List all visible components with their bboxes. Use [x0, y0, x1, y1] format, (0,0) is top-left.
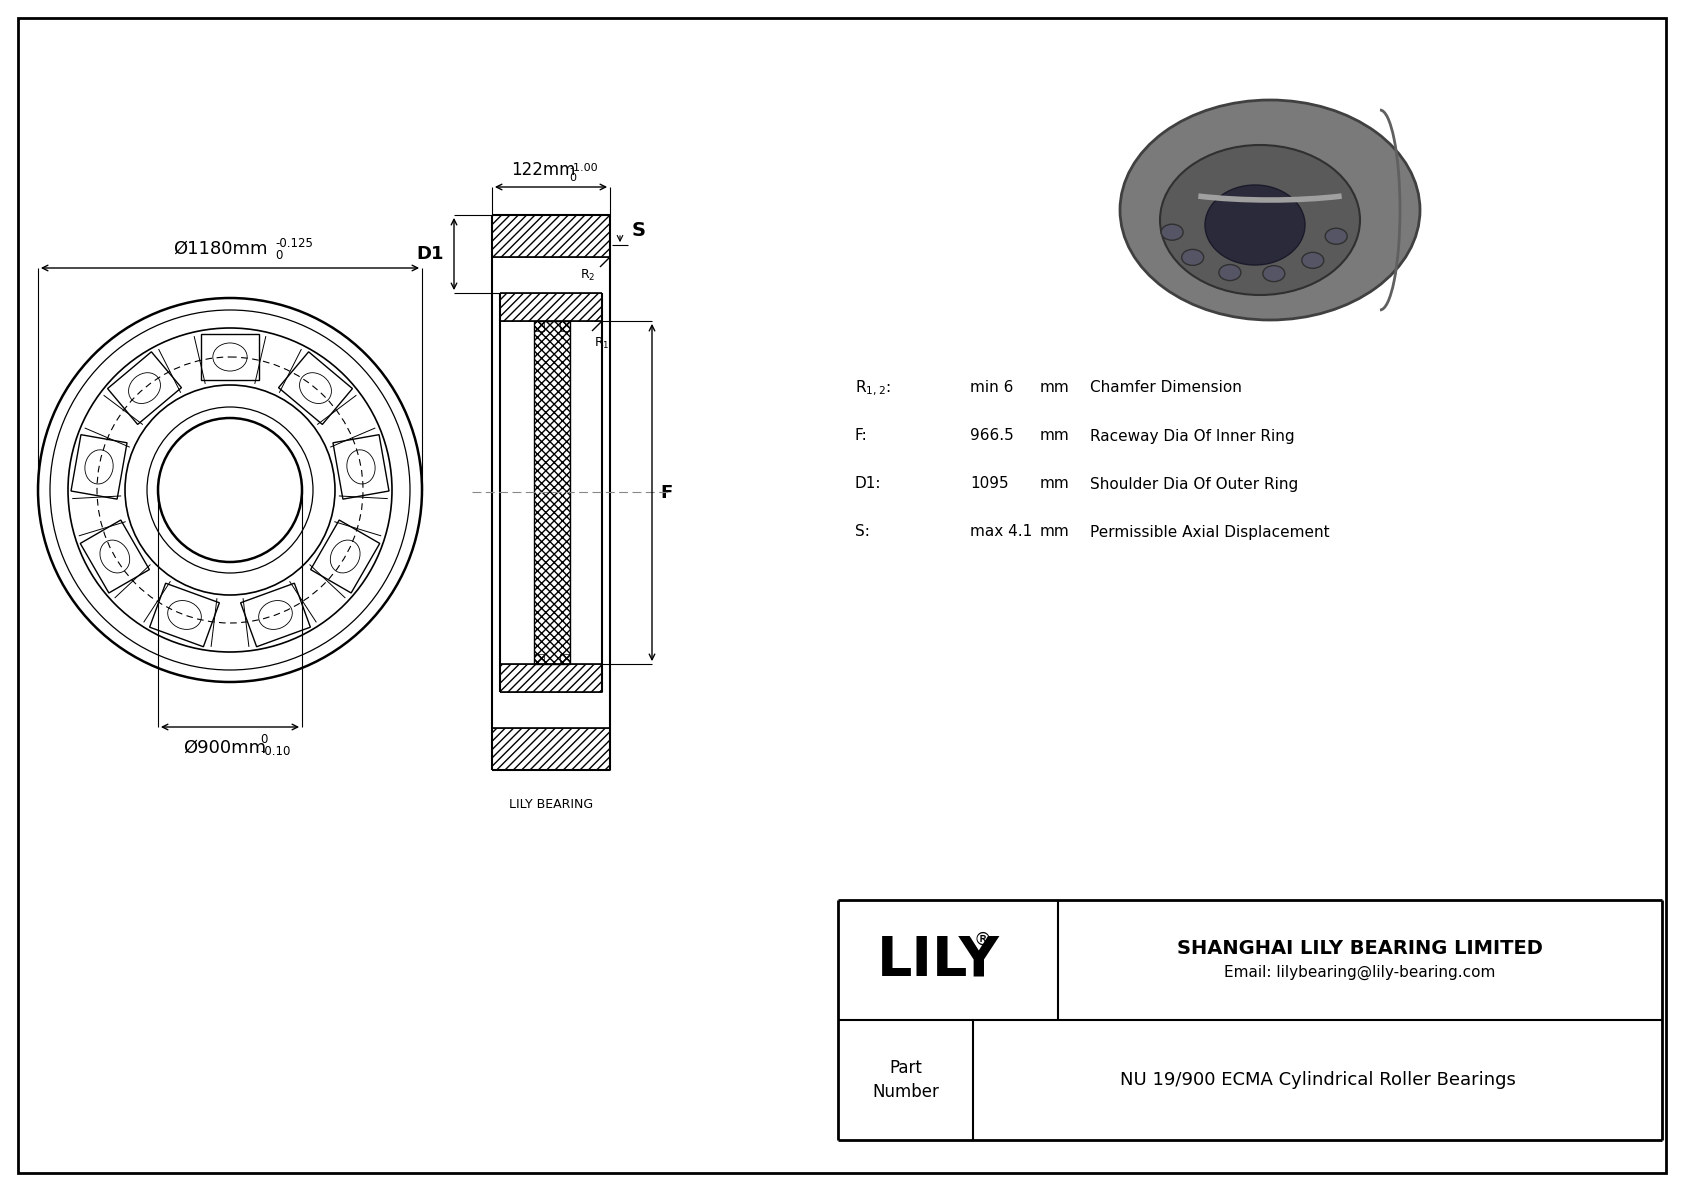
Text: SHANGHAI LILY BEARING LIMITED: SHANGHAI LILY BEARING LIMITED	[1177, 939, 1543, 958]
Bar	[561, 654, 569, 665]
Bar	[500, 665, 601, 692]
Bar	[492, 216, 610, 257]
Text: Email: lilybearing@lily-bearing.com: Email: lilybearing@lily-bearing.com	[1224, 965, 1495, 980]
Text: Shoulder Dia Of Outer Ring: Shoulder Dia Of Outer Ring	[1090, 476, 1298, 492]
Ellipse shape	[1302, 252, 1324, 268]
Text: S:: S:	[855, 524, 871, 540]
Text: 0: 0	[274, 249, 283, 262]
Text: S: S	[632, 220, 647, 239]
Text: R$_{1,2}$:: R$_{1,2}$:	[855, 379, 891, 398]
Bar	[202, 333, 259, 380]
Ellipse shape	[1160, 224, 1184, 241]
Text: Ø1180mm: Ø1180mm	[173, 241, 268, 258]
Text: ®: ®	[973, 931, 992, 949]
Bar	[333, 435, 389, 499]
Text: D1:: D1:	[855, 476, 881, 492]
Text: D1: D1	[416, 245, 445, 263]
Ellipse shape	[1263, 266, 1285, 281]
Text: 1095: 1095	[970, 476, 1009, 492]
Text: mm: mm	[1041, 380, 1069, 395]
Bar	[534, 654, 544, 665]
Text: Part
Number: Part Number	[872, 1059, 940, 1100]
Bar	[500, 293, 601, 322]
Text: -0.125: -0.125	[274, 237, 313, 250]
Text: mm: mm	[1041, 476, 1069, 492]
Text: -0.10: -0.10	[259, 746, 290, 757]
Ellipse shape	[1120, 100, 1420, 320]
Bar	[492, 728, 610, 771]
Text: 122mm: 122mm	[510, 161, 576, 179]
Text: F:: F:	[855, 429, 867, 443]
Bar	[108, 351, 182, 424]
Text: mm: mm	[1041, 524, 1069, 540]
Text: LILY: LILY	[877, 933, 999, 987]
Text: -1.00: -1.00	[569, 163, 598, 173]
Text: Raceway Dia Of Inner Ring: Raceway Dia Of Inner Ring	[1090, 429, 1295, 443]
Text: mm: mm	[1041, 429, 1069, 443]
Ellipse shape	[1206, 185, 1305, 266]
Ellipse shape	[1325, 229, 1347, 244]
Bar	[561, 322, 569, 331]
Bar	[241, 584, 310, 647]
Text: Ø900mm: Ø900mm	[184, 738, 266, 757]
Text: NU 19/900 ECMA Cylindrical Roller Bearings: NU 19/900 ECMA Cylindrical Roller Bearin…	[1120, 1071, 1516, 1089]
Bar	[150, 584, 219, 647]
Text: Permissible Axial Displacement: Permissible Axial Displacement	[1090, 524, 1330, 540]
Text: R$_1$: R$_1$	[594, 336, 610, 350]
Text: R$_2$: R$_2$	[581, 268, 596, 282]
Bar	[534, 322, 544, 331]
Text: min 6: min 6	[970, 380, 1014, 395]
Text: 0: 0	[259, 732, 268, 746]
Bar	[81, 520, 150, 593]
Text: max 4.1: max 4.1	[970, 524, 1032, 540]
Ellipse shape	[1219, 264, 1241, 281]
Ellipse shape	[1160, 145, 1361, 295]
Bar	[310, 520, 381, 593]
Text: LILY BEARING: LILY BEARING	[509, 798, 593, 811]
Text: F: F	[660, 484, 672, 501]
Text: 0: 0	[569, 173, 576, 183]
Ellipse shape	[1182, 249, 1204, 266]
Bar	[534, 322, 569, 665]
Bar	[278, 351, 352, 424]
Bar	[71, 435, 126, 499]
Text: Chamfer Dimension: Chamfer Dimension	[1090, 380, 1241, 395]
Text: 966.5: 966.5	[970, 429, 1014, 443]
